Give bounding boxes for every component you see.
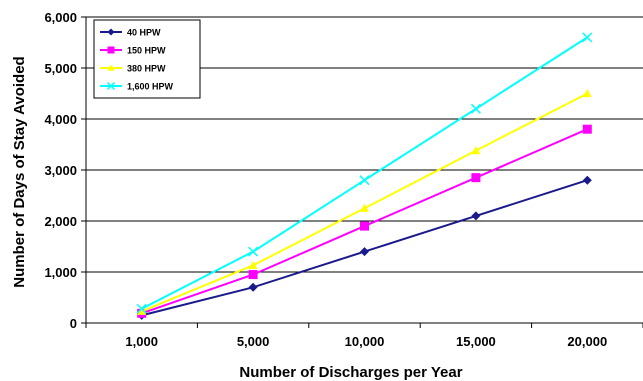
y-tick-label: 2,000 bbox=[44, 214, 77, 229]
data-point bbox=[582, 124, 592, 134]
legend-label: 150 HPW bbox=[127, 46, 166, 56]
legend-item: 150 HPW bbox=[100, 46, 166, 56]
legend-item: 1,600 HPW bbox=[100, 82, 174, 92]
y-tick-label: 5,000 bbox=[44, 61, 77, 76]
data-point bbox=[471, 146, 481, 155]
data-point bbox=[248, 270, 258, 280]
data-point bbox=[359, 175, 370, 186]
y-tick-label: 3,000 bbox=[44, 163, 77, 178]
legend-item: 380 HPW bbox=[100, 64, 166, 74]
tick-labels: 0 1,000 2,000 3,000 4,000 5,000 6,000 1,000 5,00… bbox=[44, 10, 607, 349]
y-tick-label: 1,000 bbox=[44, 265, 77, 280]
y-tick-label: 6,000 bbox=[44, 10, 77, 25]
x-marker-stroke bbox=[248, 246, 259, 257]
data-point bbox=[582, 175, 592, 185]
data-point bbox=[106, 81, 116, 91]
x-tick-label: 1,000 bbox=[125, 334, 158, 349]
y-tick-label: 0 bbox=[70, 316, 77, 331]
x-marker-stroke bbox=[136, 303, 147, 314]
data-point bbox=[248, 282, 258, 292]
x-marker-stroke bbox=[582, 32, 593, 43]
data-point bbox=[471, 173, 481, 183]
data-point bbox=[107, 64, 115, 71]
legend-label: 40 HPW bbox=[127, 28, 161, 38]
legend-label: 380 HPW bbox=[127, 64, 166, 74]
series-lines bbox=[136, 32, 593, 320]
x-tick-label: 15,000 bbox=[456, 334, 496, 349]
data-point bbox=[107, 46, 115, 54]
y-tick-label: 4,000 bbox=[44, 112, 77, 127]
y-axis-title: Number of Days of Stay Avoided bbox=[11, 56, 28, 287]
x-marker-stroke bbox=[106, 81, 116, 91]
x-axis-title: Number of Discharges per Year bbox=[239, 364, 462, 381]
data-point bbox=[107, 28, 115, 36]
series-line bbox=[141, 36, 588, 310]
legend-item: 40 HPW bbox=[100, 28, 161, 38]
series bbox=[136, 32, 593, 314]
legend-label: 1,600 HPW bbox=[127, 82, 174, 92]
x-tick-label: 5,000 bbox=[237, 334, 270, 349]
data-point bbox=[360, 203, 369, 212]
x-tick-label: 10,000 bbox=[345, 334, 385, 349]
series bbox=[137, 175, 592, 320]
data-point bbox=[248, 260, 258, 269]
series bbox=[137, 89, 592, 315]
x-marker-stroke bbox=[359, 175, 370, 186]
legend: 40 HPW 150 HPW 380 HPW 1,600 HPW bbox=[93, 19, 201, 99]
data-point bbox=[470, 103, 481, 114]
x-tick-label: 20,000 bbox=[567, 334, 607, 349]
axes bbox=[81, 16, 643, 328]
x-marker-stroke bbox=[470, 103, 481, 114]
data-point bbox=[248, 246, 259, 257]
data-point bbox=[360, 247, 369, 257]
data-point bbox=[137, 306, 147, 315]
data-point bbox=[582, 89, 592, 98]
data-point bbox=[360, 221, 369, 231]
data-point bbox=[582, 32, 593, 43]
data-point bbox=[471, 211, 481, 221]
data-point bbox=[136, 303, 147, 314]
